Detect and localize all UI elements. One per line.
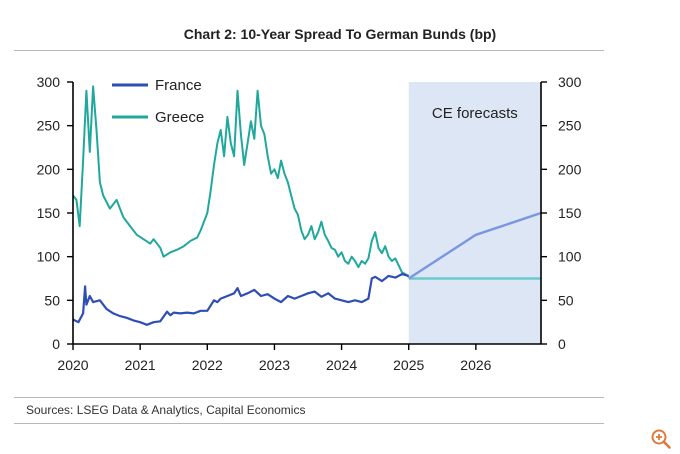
right-y-tick-label: 150 <box>558 205 582 221</box>
left-y-tick-label: 300 <box>37 74 61 90</box>
right-y-tick-label: 0 <box>558 336 566 352</box>
x-tick-label: 2021 <box>125 357 156 373</box>
left-y-tick-label: 50 <box>44 292 60 308</box>
legend: France Greece <box>112 77 204 126</box>
source-note: Sources: LSEG Data & Analytics, Capital … <box>26 403 306 417</box>
forecast-label: CE forecasts <box>432 105 518 122</box>
series-france-line <box>72 273 409 326</box>
legend-label-france: France <box>155 77 202 94</box>
series-layer <box>72 85 542 326</box>
legend-label-greece: Greece <box>155 109 204 126</box>
left-y-tick-label: 0 <box>52 336 60 352</box>
zoom-in-icon[interactable] <box>650 428 672 450</box>
right-y-tick-label: 300 <box>558 74 582 90</box>
left-y-tick-label: 250 <box>37 118 61 134</box>
axis-ticks <box>67 81 547 350</box>
x-tick-labels: 2020 2021 2022 2023 2024 2025 2026 <box>57 357 491 373</box>
right-y-tick-label: 50 <box>558 292 574 308</box>
top-divider <box>14 50 604 51</box>
x-tick-label: 2023 <box>259 357 290 373</box>
left-y-tick-label: 100 <box>37 249 61 265</box>
x-tick-label: 2025 <box>393 357 424 373</box>
right-y-tick-label: 100 <box>558 249 582 265</box>
right-y-tick-label: 200 <box>558 161 582 177</box>
x-tick-label: 2020 <box>57 357 88 373</box>
chart-title: Chart 2: 10-Year Spread To German Bunds … <box>183 26 497 42</box>
left-y-tick-label: 200 <box>37 161 61 177</box>
x-tick-label: 2024 <box>326 357 357 373</box>
forecast-region <box>408 82 541 344</box>
x-tick-label: 2022 <box>192 357 223 373</box>
left-y-tick-labels: 0 50 100 150 200 250 300 <box>37 74 61 352</box>
right-y-tick-label: 250 <box>558 118 582 134</box>
right-y-tick-labels: 0 50 100 150 200 250 300 <box>558 74 582 352</box>
series-greece-line <box>72 85 410 278</box>
left-y-tick-label: 150 <box>37 205 61 221</box>
source-divider <box>14 397 604 398</box>
series-france-forecast-line <box>408 211 542 280</box>
x-tick-label: 2026 <box>460 357 491 373</box>
bottom-divider <box>14 423 604 424</box>
